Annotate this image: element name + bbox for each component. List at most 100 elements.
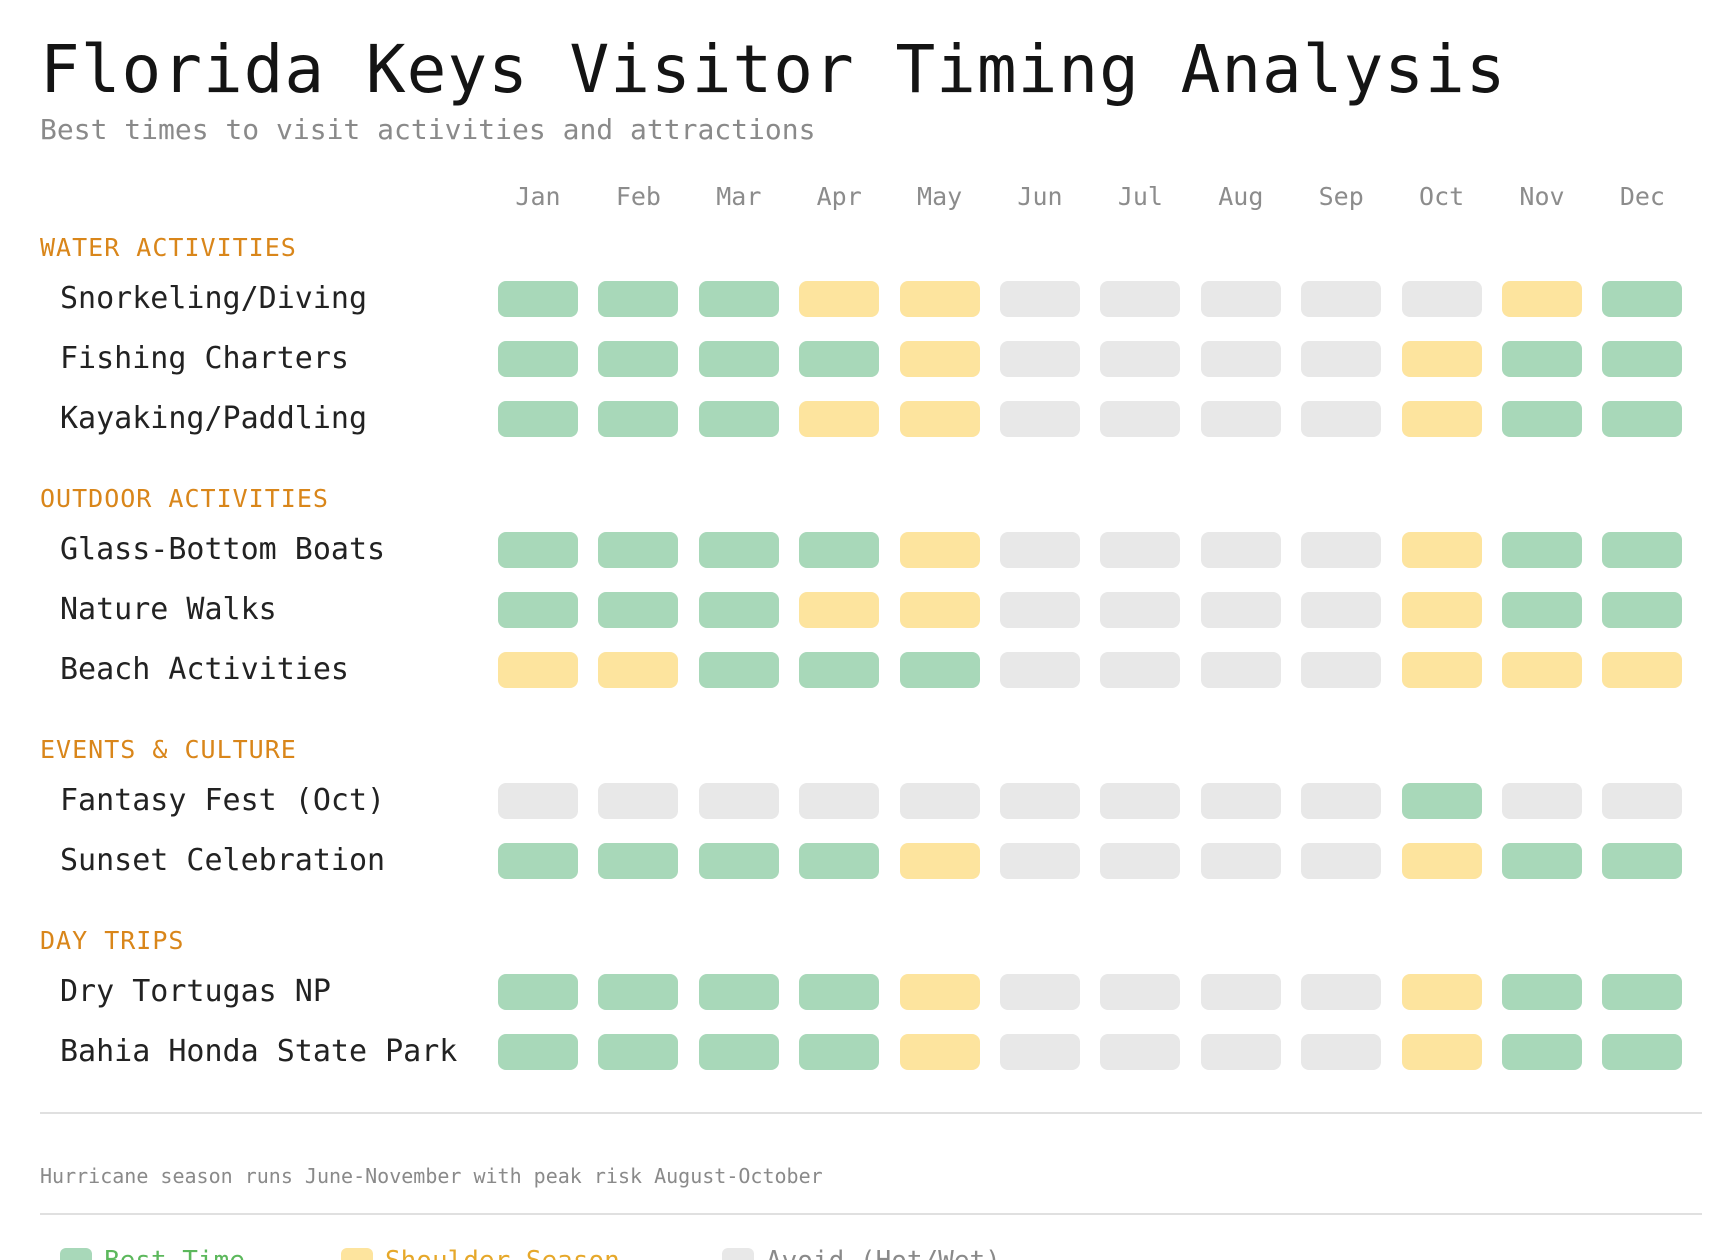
timing-cell [1200, 1034, 1281, 1070]
timing-cell [1301, 341, 1382, 377]
timing-cell [799, 532, 880, 568]
timing-cell [1200, 532, 1281, 568]
timing-cell [899, 532, 980, 568]
timing-cell [498, 281, 578, 317]
timing-cell [498, 843, 578, 879]
timing-cell [1301, 401, 1382, 437]
timing-cell [1401, 974, 1482, 1010]
timing-cell [698, 783, 779, 819]
month-label: Aug [1218, 182, 1264, 211]
timing-cell [1301, 843, 1382, 879]
timing-cell [799, 783, 880, 819]
timing-cell [598, 401, 679, 437]
timing-cell [1000, 652, 1080, 688]
timing-cell [799, 401, 880, 437]
timing-cell [1200, 843, 1281, 879]
month-label: Oct [1419, 182, 1465, 211]
timing-cell [1200, 592, 1281, 628]
timing-cell [698, 532, 779, 568]
timing-cell [1200, 652, 1281, 688]
timing-cell [1602, 341, 1683, 377]
section-heading: EVENTS & CULTURE [40, 735, 297, 764]
activity-label: Bahia Honda State Park [60, 1034, 458, 1069]
timing-cell [1100, 1034, 1181, 1070]
timing-cell [698, 401, 779, 437]
timing-cell [498, 341, 578, 377]
timing-cell [1502, 1034, 1582, 1070]
timing-cell [1200, 281, 1281, 317]
timing-cell [1602, 974, 1683, 1010]
section-heading: WATER ACTIVITIES [40, 233, 297, 262]
timing-cell [1200, 341, 1281, 377]
timing-cell [899, 592, 980, 628]
timing-cell [698, 843, 779, 879]
timing-cell [498, 592, 578, 628]
timing-cell [899, 843, 980, 879]
timing-cell [1401, 783, 1482, 819]
legend-label: Avoid (Hot/Wet) [766, 1244, 1001, 1260]
timing-cell [698, 974, 779, 1010]
timing-cell [1602, 401, 1683, 437]
timing-cell [1200, 974, 1281, 1010]
timing-cell [1100, 592, 1181, 628]
timing-cell [1502, 652, 1582, 688]
month-label: Jun [1017, 182, 1063, 211]
timing-cell [1502, 592, 1582, 628]
timing-cell [1602, 1034, 1683, 1070]
timing-cell [598, 1034, 679, 1070]
timing-cell [1401, 1034, 1482, 1070]
timing-cell [498, 974, 578, 1010]
timing-cell [1301, 974, 1382, 1010]
timing-cell [498, 532, 578, 568]
month-label: Jan [515, 182, 561, 211]
timing-cell [1502, 341, 1582, 377]
timing-cell [1000, 532, 1080, 568]
timing-cell [1200, 783, 1281, 819]
page-subtitle: Best times to visit activities and attra… [40, 113, 816, 146]
timing-cell [1100, 341, 1181, 377]
timing-cell [698, 341, 779, 377]
legend-swatch [341, 1248, 373, 1260]
timing-cell [698, 652, 779, 688]
timing-cell [899, 783, 980, 819]
month-label: Sep [1318, 182, 1364, 211]
month-label: May [917, 182, 963, 211]
timing-cell [598, 341, 679, 377]
timing-cell [598, 592, 679, 628]
divider-bottom [40, 1213, 1702, 1215]
timing-cell [598, 974, 679, 1010]
timing-cell [1000, 783, 1080, 819]
timing-cell [899, 281, 980, 317]
timing-cell [1401, 592, 1482, 628]
timing-cell [498, 652, 578, 688]
timing-cell [1000, 843, 1080, 879]
legend-label: Shoulder Season [385, 1244, 620, 1260]
timing-cell [799, 974, 880, 1010]
timing-cell [1401, 281, 1482, 317]
timing-cell [1301, 532, 1382, 568]
timing-cell [1000, 281, 1080, 317]
timing-cell [498, 783, 578, 819]
timing-cell [1301, 592, 1382, 628]
timing-cell [899, 1034, 980, 1070]
timing-cell [1301, 1034, 1382, 1070]
timing-cell [698, 281, 779, 317]
timing-cell [799, 1034, 880, 1070]
timing-cell [1502, 783, 1582, 819]
activity-label: Snorkeling/Diving [60, 281, 368, 316]
timing-cell [899, 652, 980, 688]
timing-cell [1502, 281, 1582, 317]
timing-cell [899, 341, 980, 377]
timing-cell [899, 401, 980, 437]
timing-cell [1100, 974, 1181, 1010]
timing-cell [1000, 341, 1080, 377]
activity-label: Beach Activities [60, 652, 349, 687]
timing-cell [698, 592, 779, 628]
timing-cell [1100, 652, 1181, 688]
timing-cell [1000, 1034, 1080, 1070]
timing-cell [1000, 592, 1080, 628]
legend-swatch [722, 1248, 754, 1260]
timing-cell [799, 281, 880, 317]
timing-cell [1602, 281, 1683, 317]
timing-cell [598, 652, 679, 688]
